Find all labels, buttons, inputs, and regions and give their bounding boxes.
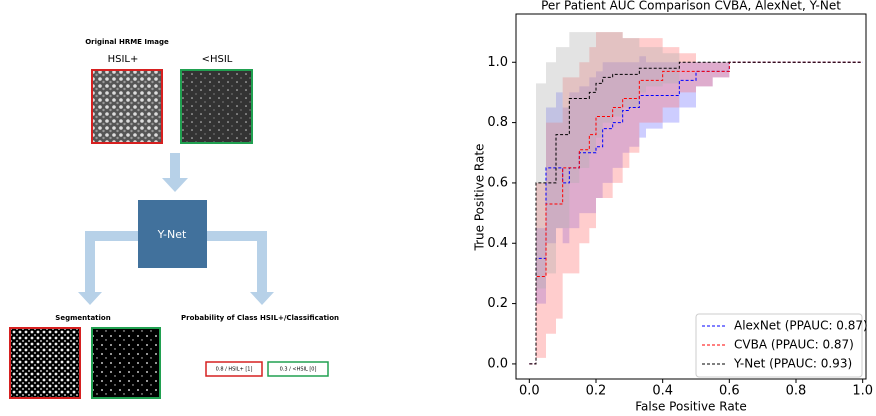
output-label: 0.8 / HSIL+ [1] (216, 367, 253, 373)
x-tick-label: 0.6 (719, 384, 740, 399)
roc-line (529, 61, 863, 365)
y-tick-label: 0.0 (487, 356, 508, 371)
x-tick-label: 0.0 (519, 384, 540, 399)
arrow (78, 231, 138, 305)
y-tick-label: 0.2 (487, 296, 508, 311)
diagram: Original HRME Image HSIL+ <HSIL Y-Net Se… (9, 38, 339, 399)
segmentation-lowhsil (91, 327, 161, 399)
classification-title: Probability of Class HSIL+/Classificatio… (181, 314, 339, 322)
legend-label: AlexNet (PPAUC: 0.87) (734, 319, 868, 333)
chart: Per Patient AUC Comparison CVBA, AlexNet… (473, 0, 874, 414)
y-tick-label: 0.8 (487, 115, 508, 130)
image-lowhsil (180, 69, 253, 144)
output-label: 0.3 / <HSIL [0] (280, 367, 317, 373)
y-axis-label: True Positive Rate (473, 144, 487, 252)
legend-box (695, 313, 863, 378)
legend-label: CVBA (PPAUC: 0.87) (734, 338, 854, 352)
x-tick-label: 0.8 (786, 384, 807, 399)
x-tick-label: 0.4 (652, 384, 673, 399)
y-tick-label: 0.4 (487, 236, 508, 251)
segmentation-title: Segmentation (55, 314, 110, 322)
x-tick-label: 0.2 (586, 384, 607, 399)
legend-label: Y-Net (PPAUC: 0.93) (733, 357, 852, 371)
model-box (138, 200, 207, 268)
arrow (162, 153, 188, 192)
x-axis-label: False Positive Rate (635, 400, 747, 414)
plot-frame (515, 13, 867, 380)
confidence-band (529, 56, 863, 364)
roc-line (529, 61, 863, 365)
output-box (205, 361, 263, 377)
output-box (267, 361, 329, 377)
y-tick-label: 1.0 (487, 55, 508, 70)
roc-line (529, 61, 863, 365)
input-title: Original HRME Image (85, 38, 169, 46)
image-hsil (91, 69, 163, 144)
x-tick-label: 1.0 (852, 384, 873, 399)
y-tick-label: 0.6 (487, 175, 508, 190)
input-label: HSIL+ (108, 54, 139, 65)
arrow (207, 231, 274, 305)
input-label: <HSIL (202, 54, 233, 65)
model-label: Y-Net (157, 228, 187, 241)
segmentation-hsil (9, 327, 81, 399)
chart-title: Per Patient AUC Comparison CVBA, AlexNet… (541, 0, 841, 13)
